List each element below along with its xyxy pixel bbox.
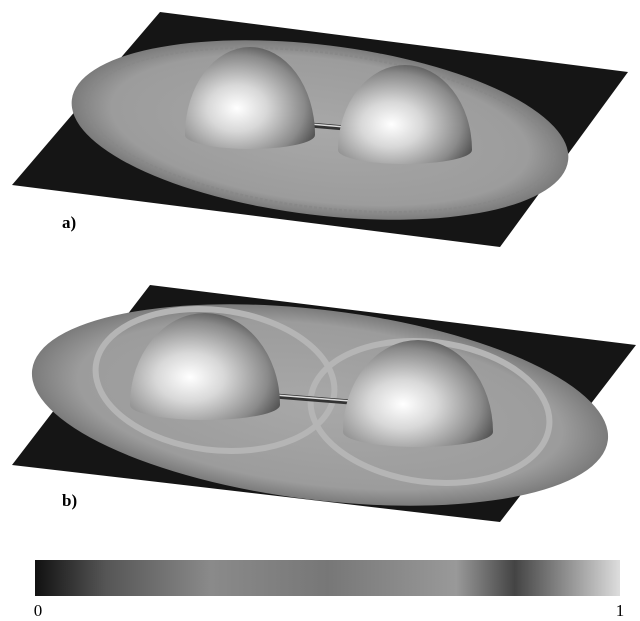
- panel-label: b): [62, 491, 77, 510]
- colorbar-min: 0: [34, 601, 43, 620]
- panel-b: b): [12, 275, 636, 534]
- colorbar-max: 1: [616, 601, 625, 620]
- figure: a) b) 0 1: [0, 0, 640, 621]
- panel-a: a): [12, 12, 628, 247]
- colorbar: 0 1: [34, 560, 625, 620]
- colorbar-scale: [35, 560, 620, 596]
- panel-label: a): [62, 213, 76, 232]
